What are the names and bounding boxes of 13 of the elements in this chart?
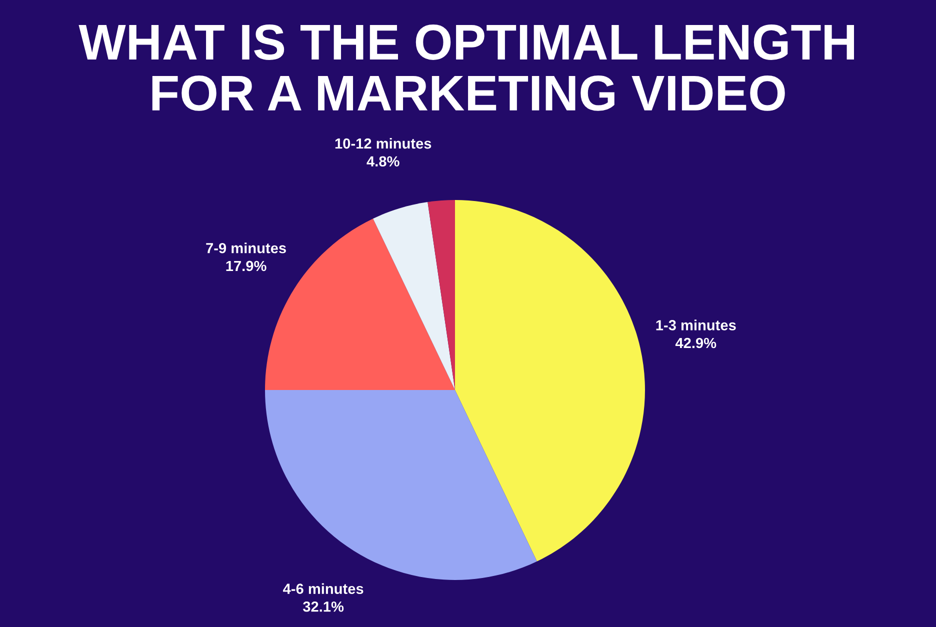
pie-slice (265, 390, 537, 580)
slice-label: 10-12 minutes (335, 138, 432, 149)
slice-label: 1-3 minutes (656, 320, 736, 330)
pie-slice (373, 202, 455, 390)
data-label: 32.1% (302, 601, 344, 612)
pie-slice (455, 200, 645, 562)
data-label: 4.8% (366, 156, 400, 167)
data-label: 42.9% (675, 338, 716, 348)
slice-label: 4-6 minutes (283, 583, 364, 594)
pie-slice (428, 200, 455, 390)
chart-title: WHAT IS THE OPTIMAL LENGTH FOR A MARKETING VIDEO (78, 24, 854, 111)
slice-label: 7-9 minutes (206, 242, 286, 254)
data-label: 17.9% (226, 260, 266, 272)
